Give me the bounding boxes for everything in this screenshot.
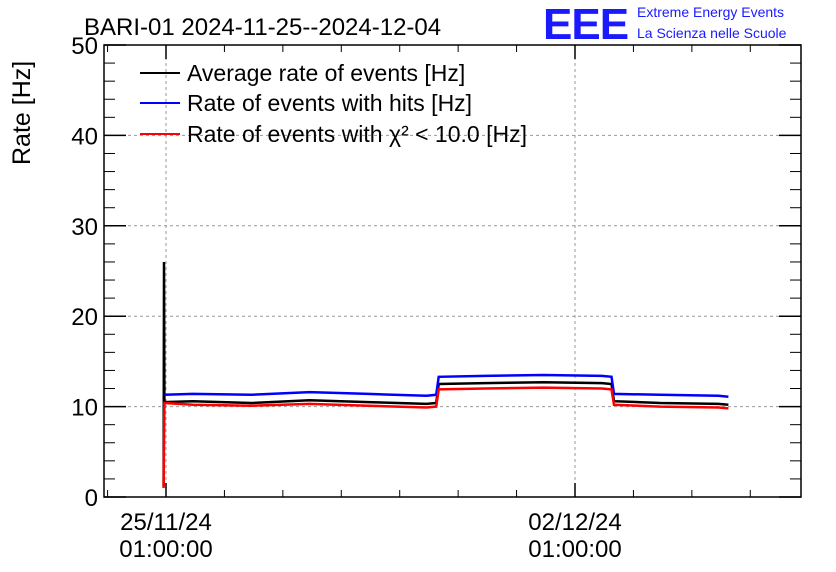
y-tick-label: 10: [71, 395, 98, 422]
grid-lines: [104, 45, 801, 497]
x-tick-label-date: 02/12/24: [528, 509, 621, 536]
eee-logo: EEE: [543, 0, 629, 49]
y-axis-label: Rate [Hz]: [8, 61, 36, 165]
chart-title: BARI-01 2024-11-25--2024-12-04: [84, 14, 441, 41]
logo-line-2: La Scienza nelle Scuole: [637, 25, 787, 41]
series-lines: [162, 261, 729, 489]
plot-frame: [103, 44, 802, 498]
series-line-1: [164, 373, 729, 398]
x-tick-label-time: 01:00:00: [119, 536, 212, 563]
logo-line-1: Extreme Energy Events: [637, 4, 785, 20]
y-tick-label: 50: [71, 33, 98, 60]
legend-label-2: Rate of events with χ² < 10.0 [Hz]: [187, 121, 527, 147]
y-tick-label: 0: [85, 485, 98, 512]
y-tick-label: 20: [71, 304, 98, 331]
x-tick-label-date: 25/11/24: [120, 509, 212, 536]
y-tick-label: 40: [71, 123, 98, 150]
series-line-0: [162, 261, 729, 487]
series-line-2: [162, 386, 729, 489]
y-tick-label: 30: [71, 214, 98, 241]
legend-label-1: Rate of events with hits [Hz]: [187, 90, 472, 116]
x-tick-label-time: 01:00:00: [528, 536, 621, 563]
legend-label-0: Average rate of events [Hz]: [187, 60, 465, 86]
legend: Average rate of events [Hz] Rate of event…: [140, 60, 527, 147]
